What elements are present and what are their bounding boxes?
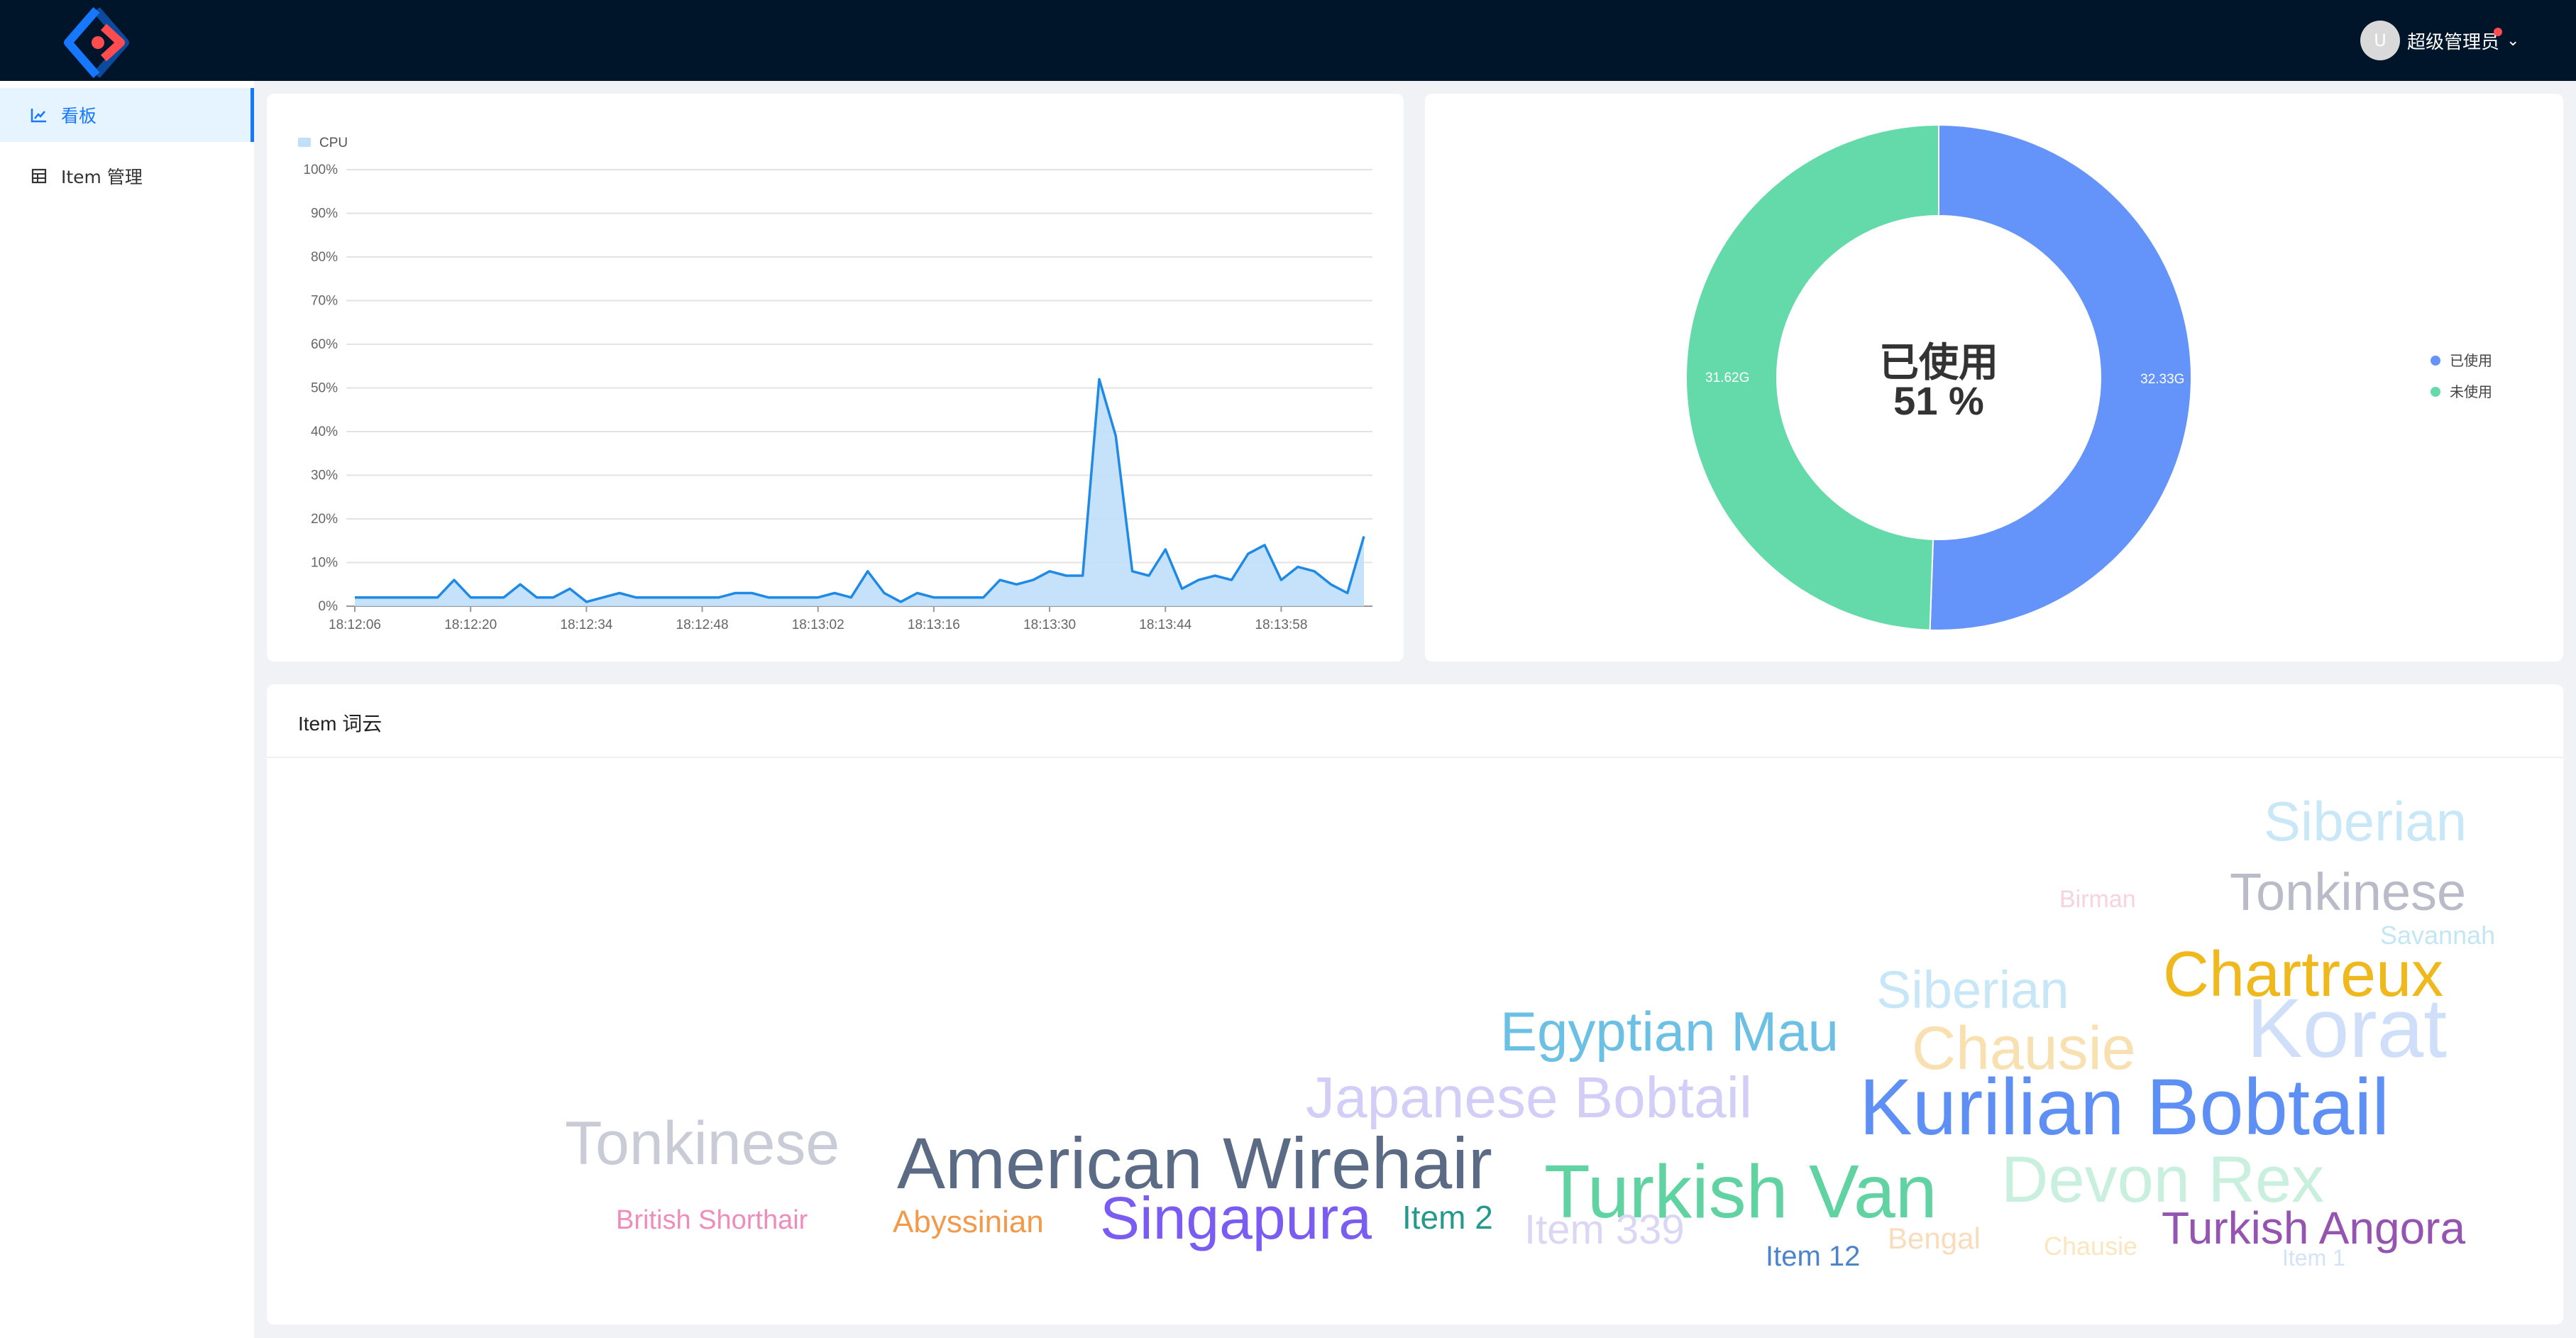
wordcloud-title: Item 词云: [298, 713, 382, 735]
avatar-letter: U: [2374, 31, 2387, 50]
memory-chart-card: 32.33G 31.62G 已使用 51 % 已使用 未使用: [1425, 94, 2563, 662]
y-tick-label: 10%: [311, 556, 338, 571]
x-tick-label: 18:12:20: [444, 618, 497, 632]
legend-label: 未使用: [2450, 384, 2492, 400]
wordcloud-word: Chausie: [2044, 1232, 2138, 1261]
user-menu[interactable]: U 超级管理员 ⌄: [2360, 20, 2519, 61]
wordcloud-word: Japanese Bobtail: [1306, 1065, 1753, 1130]
donut-slice: [1685, 124, 1939, 631]
legend-dot: [2431, 387, 2440, 397]
user-name: 超级管理员: [2407, 31, 2500, 53]
bar-chart-icon: [30, 106, 48, 124]
x-tick-label: 18:13:58: [1255, 618, 1307, 632]
cpu-chart-card: CPU 0% 10% 20% 30% 40% 50% 60% 70% 80% 90% 100% 18:1…: [267, 94, 1404, 662]
wordcloud-word: Siberian: [2264, 790, 2467, 852]
chevron-down-icon: ⌄: [2506, 31, 2520, 50]
table-icon: [30, 167, 48, 185]
top-header: U 超级管理员 ⌄: [0, 0, 2576, 81]
cpu-line: [355, 378, 1365, 603]
y-tick-label: 30%: [311, 468, 338, 483]
x-tick-label: 18:13:30: [1023, 618, 1076, 632]
wordcloud-word: Item 1: [2282, 1245, 2345, 1271]
y-tick-label: 80%: [311, 250, 338, 265]
wordcloud-word: American Wirehair: [897, 1123, 1492, 1204]
x-tick-label: 18:13:16: [908, 618, 960, 632]
donut-center-value: 51 %: [1893, 378, 1984, 423]
sidebar: 看板 Item 管理: [0, 81, 254, 1338]
legend-label: 已使用: [2450, 353, 2492, 369]
wordcloud-word: Savannah: [2380, 921, 2496, 950]
notification-dot: [2494, 28, 2503, 36]
avatar: U: [2360, 21, 2400, 60]
y-tick-label: 40%: [311, 424, 338, 439]
wordcloud-word: Turkish Angora: [2162, 1202, 2466, 1254]
sidebar-item-label: Item 管理: [61, 167, 143, 187]
x-tick-label: 18:12:06: [329, 618, 381, 632]
wordcloud-word: Item 2: [1402, 1199, 1493, 1236]
divider: [267, 757, 2563, 758]
y-tick-label: 0%: [319, 599, 338, 614]
wordcloud-word: Abyssinian: [893, 1205, 1044, 1239]
x-tick-label: 18:13:44: [1139, 618, 1191, 632]
wordcloud-word: Tonkinese: [2230, 862, 2467, 921]
x-tick-label: 18:12:34: [560, 618, 612, 632]
wordcloud-word: Bengal: [1888, 1222, 1981, 1255]
wordcloud-word: Tonkinese: [565, 1109, 840, 1178]
donut-center-title: 已使用: [1879, 340, 1998, 385]
wordcloud-card: Item 词云 Siberian Tonkinese Birman Savannah C…: [267, 684, 2563, 1325]
wordcloud-word: Item 339: [1524, 1207, 1685, 1253]
legend-swatch: [298, 138, 311, 147]
legend-label: CPU: [319, 136, 348, 150]
wordcloud-word: Turkish Van: [1544, 1150, 1937, 1234]
cpu-chart: CPU 0% 10% 20% 30% 40% 50% 60% 70% 80% 90% 100% 18:1…: [298, 136, 1372, 632]
wordcloud-word: Singapura: [1100, 1185, 1372, 1251]
wordcloud-word: Item 12: [1766, 1241, 1861, 1272]
slice-label: 31.62G: [1705, 371, 1749, 385]
y-tick-label: 90%: [311, 207, 338, 221]
wordcloud-word: Chausie: [1912, 1014, 2136, 1082]
x-tick-label: 18:13:02: [792, 618, 844, 632]
wordcloud-word: Devon Rex: [2001, 1144, 2325, 1216]
sidebar-item-dashboard[interactable]: 看板: [0, 88, 254, 142]
wordcloud-word: Egyptian Mau: [1500, 1000, 1839, 1063]
sidebar-item-label: 看板: [61, 106, 97, 126]
donut-slice: [1929, 124, 2192, 631]
wordcloud-word: Birman: [2059, 886, 2136, 913]
wordcloud-word: Kurilian Bobtail: [1859, 1063, 2390, 1151]
wordcloud-word: Chartreux: [2163, 939, 2444, 1010]
cpu-area: [355, 379, 1364, 606]
sidebar-item-item-management[interactable]: Item 管理: [0, 149, 254, 203]
y-tick-label: 50%: [311, 381, 338, 396]
x-tick-label: 18:12:48: [676, 618, 729, 632]
y-tick-label: 60%: [311, 337, 338, 352]
app-logo-icon[interactable]: [60, 6, 133, 79]
y-tick-label: 20%: [311, 512, 338, 527]
wordcloud-word: British Shorthair: [616, 1205, 808, 1235]
y-tick-label: 100%: [303, 163, 338, 177]
wordcloud-word: Siberian: [1876, 960, 2069, 1019]
wordcloud-word: Korat: [2247, 982, 2448, 1075]
slice-label: 32.33G: [2140, 372, 2184, 387]
legend-dot: [2431, 356, 2440, 366]
y-tick-label: 70%: [311, 294, 338, 309]
